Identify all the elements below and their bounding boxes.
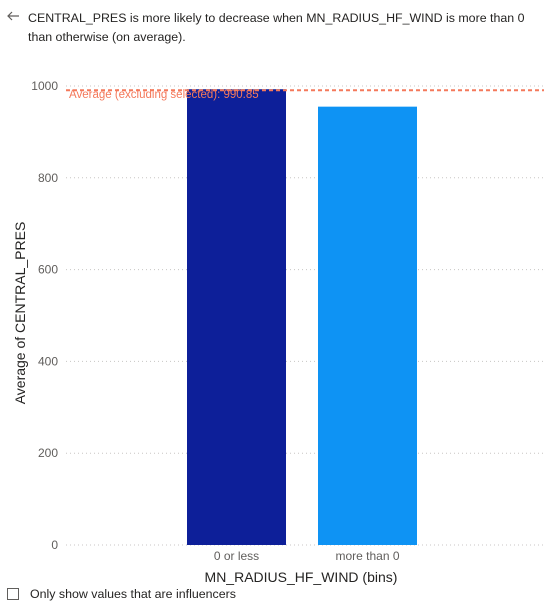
reference-line-label: Average (excluding selected): 990.85 bbox=[69, 89, 259, 101]
reference-line-group: Average (excluding selected): 990.85 bbox=[66, 89, 544, 101]
influencers-only-checkbox[interactable] bbox=[7, 588, 19, 600]
y-axis-ticks: 0 200 400 600 800 1000 bbox=[31, 79, 58, 552]
y-tick-label: 600 bbox=[38, 263, 58, 277]
x-axis-ticks: 0 or less more than 0 bbox=[214, 549, 400, 563]
y-tick-label: 400 bbox=[38, 354, 58, 368]
influencers-only-label: Only show values that are influencers bbox=[30, 587, 236, 601]
x-axis-label: MN_RADIUS_HF_WIND (bins) bbox=[205, 569, 398, 585]
x-tick-label: 0 or less bbox=[214, 549, 259, 563]
y-axis-label: Average of CENTRAL_PRES bbox=[12, 222, 28, 405]
influencers-only-toggle[interactable]: Only show values that are influencers bbox=[7, 585, 236, 603]
bars bbox=[187, 89, 417, 545]
arrow-left-icon[interactable] bbox=[5, 8, 21, 24]
headline: CENTRAL_PRES is more likely to decrease … bbox=[28, 11, 525, 44]
y-tick-label: 1000 bbox=[31, 79, 58, 93]
y-tick-label: 0 bbox=[51, 538, 58, 552]
y-tick-label: 800 bbox=[38, 171, 58, 185]
bar-more-than-0[interactable] bbox=[318, 106, 417, 545]
bar-0-or-less[interactable] bbox=[187, 89, 286, 545]
gridlines bbox=[66, 85, 544, 546]
y-tick-label: 200 bbox=[38, 446, 58, 460]
x-tick-label: more than 0 bbox=[335, 549, 399, 563]
